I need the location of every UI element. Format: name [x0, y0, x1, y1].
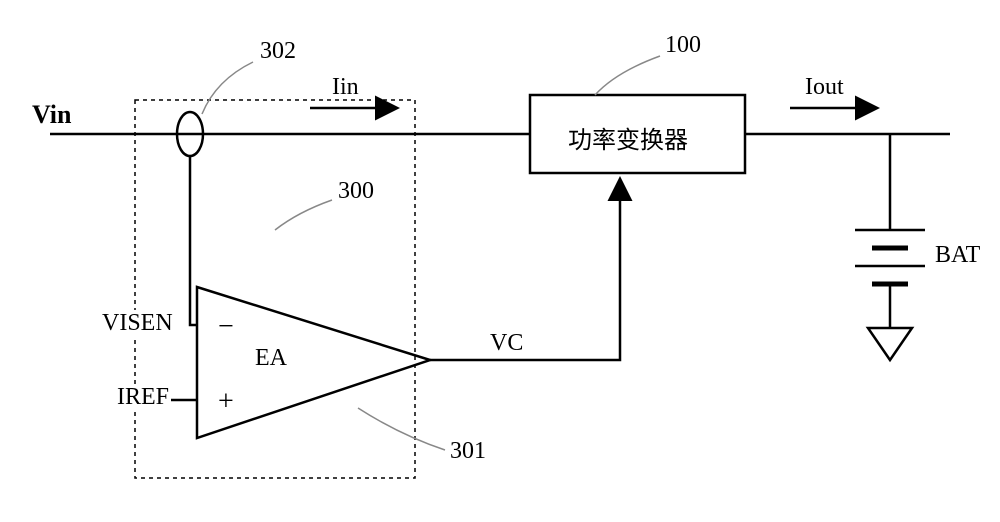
- ref-300: 300: [338, 178, 374, 205]
- vc-line: [430, 181, 620, 360]
- vc-label: VC: [490, 330, 523, 357]
- minus-sign: −: [218, 311, 234, 342]
- leader-302: [202, 62, 253, 114]
- diagram-svg: − +: [0, 0, 1000, 522]
- iout-label: Iout: [805, 74, 844, 101]
- ea-label: EA: [255, 345, 287, 372]
- leader-301: [358, 408, 445, 450]
- ground-triangle: [868, 328, 912, 360]
- leader-300: [275, 200, 332, 230]
- iref-label: IREF: [115, 384, 171, 411]
- bat-label: BAT: [935, 242, 980, 269]
- iin-label: Iin: [332, 74, 359, 101]
- ref-301: 301: [450, 438, 486, 465]
- plus-sign: +: [218, 386, 234, 417]
- ref-302: 302: [260, 38, 296, 65]
- visen-label: VISEN: [100, 310, 175, 337]
- vin-label: Vin: [32, 100, 72, 130]
- dashed-box: [135, 100, 415, 478]
- converter-label: 功率变换器: [568, 120, 688, 155]
- ref-100: 100: [665, 32, 701, 59]
- leader-100: [595, 56, 660, 95]
